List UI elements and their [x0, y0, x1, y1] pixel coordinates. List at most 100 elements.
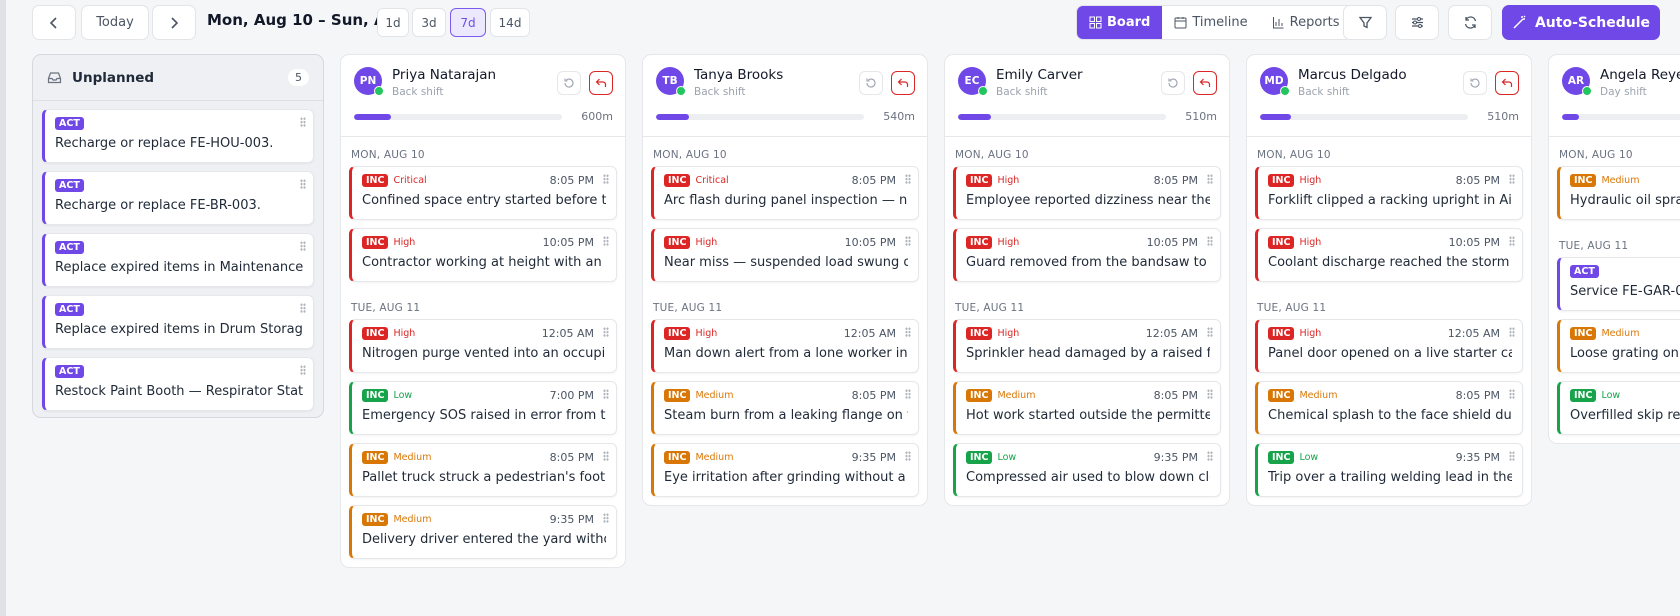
auto-schedule-button[interactable]: Auto-Schedule: [1502, 5, 1660, 40]
task-card[interactable]: INC High 12:05 AM Man down alert from a lon…: [651, 319, 919, 373]
type-badge: INC: [1570, 174, 1597, 187]
capacity-fill: [1260, 114, 1292, 120]
card-title: Hot work started outside the permitte…: [966, 408, 1210, 423]
drag-handle[interactable]: [603, 451, 609, 461]
drag-handle[interactable]: [1509, 327, 1515, 337]
task-card[interactable]: INC High 10:05 PM Contractor working at hei…: [349, 228, 617, 282]
task-card[interactable]: INC Low 9:35 PM Compressed air used to blow…: [953, 443, 1221, 497]
task-card[interactable]: ACT Recharge or replace FE-BR-003.: [42, 171, 314, 225]
drag-handle[interactable]: [603, 174, 609, 184]
drag-handle[interactable]: [300, 365, 306, 375]
card-title: Chemical splash to the face shield duri…: [1268, 408, 1512, 423]
task-card[interactable]: ACT Restock Paint Booth — Respirator Stat…: [42, 357, 314, 411]
drag-handle[interactable]: [603, 236, 609, 246]
today-button[interactable]: Today: [81, 5, 149, 40]
task-card[interactable]: INC Medium Loose grating on th: [1557, 319, 1680, 373]
zoom-button[interactable]: 7d: [450, 8, 486, 37]
card-title: Contractor working at height with an u…: [362, 255, 606, 270]
task-card[interactable]: INC Medium 9:35 PM Eye irritation after gri…: [651, 443, 919, 497]
severity-label: High: [393, 328, 416, 339]
view-tab[interactable]: Board: [1077, 6, 1163, 39]
drag-handle[interactable]: [300, 179, 306, 189]
drag-handle[interactable]: [603, 513, 609, 523]
card-title: Trip over a trailing welding lead in the…: [1268, 470, 1512, 485]
task-card[interactable]: INC Low Overfilled skip rele: [1557, 381, 1680, 435]
task-card[interactable]: INC Medium 8:05 PM Hot work started outside…: [953, 381, 1221, 435]
filter-button[interactable]: [1343, 5, 1387, 40]
drag-handle[interactable]: [1207, 451, 1213, 461]
task-card[interactable]: INC High 12:05 AM Sprinkler head damaged by…: [953, 319, 1221, 373]
reset-button[interactable]: [557, 71, 581, 95]
drag-handle[interactable]: [603, 389, 609, 399]
drag-handle[interactable]: [1207, 236, 1213, 246]
task-card[interactable]: INC Medium 8:05 PM Chemical splash to the f…: [1255, 381, 1523, 435]
drag-handle[interactable]: [1509, 236, 1515, 246]
type-badge: INC: [362, 236, 389, 249]
card-meta: INC Medium 9:35 PM: [362, 512, 606, 527]
settings-button[interactable]: [1395, 5, 1439, 40]
task-card[interactable]: INC Medium 8:05 PM Pallet truck struck a pe…: [349, 443, 617, 497]
zoom-button[interactable]: 1d: [377, 8, 409, 37]
view-label: Board: [1107, 15, 1151, 30]
return-button[interactable]: [1193, 71, 1217, 95]
refresh-button[interactable]: [1448, 5, 1492, 40]
task-card[interactable]: INC High 8:05 PM Forklift clipped a racking…: [1255, 166, 1523, 220]
drag-handle[interactable]: [1509, 174, 1515, 184]
reset-button[interactable]: [1463, 71, 1487, 95]
drag-handle[interactable]: [905, 174, 911, 184]
drag-handle[interactable]: [603, 327, 609, 337]
drag-handle[interactable]: [300, 303, 306, 313]
task-card[interactable]: INC High 10:05 PM Near miss — suspended loa…: [651, 228, 919, 282]
task-card[interactable]: INC High 8:05 PM Employee reported dizzines…: [953, 166, 1221, 220]
drag-handle[interactable]: [300, 241, 306, 251]
severity-label: Medium: [393, 514, 432, 525]
task-card[interactable]: ACT Replace expired items in Maintenance …: [42, 233, 314, 287]
view-switcher: Board Timeline Reports: [1076, 5, 1353, 40]
drag-handle[interactable]: [300, 117, 306, 127]
drag-handle[interactable]: [905, 451, 911, 461]
view-tab[interactable]: Timeline: [1162, 6, 1259, 39]
drag-handle[interactable]: [1207, 389, 1213, 399]
type-badge: INC: [664, 236, 691, 249]
type-badge: INC: [664, 327, 691, 340]
drag-handle[interactable]: [1207, 327, 1213, 337]
task-card[interactable]: INC High 10:05 PM Guard removed from the ba…: [953, 228, 1221, 282]
task-card[interactable]: INC Low 9:35 PM Trip over a trailing weldin…: [1255, 443, 1523, 497]
task-card[interactable]: ACT Recharge or replace FE-HOU-003.: [42, 109, 314, 163]
drag-handle[interactable]: [905, 327, 911, 337]
task-card[interactable]: INC Medium Hydraulic oil spray: [1557, 166, 1680, 220]
prev-button[interactable]: [32, 5, 76, 40]
view-tab[interactable]: Reports: [1260, 6, 1352, 39]
task-card[interactable]: INC High 12:05 AM Nitrogen purge vented int…: [349, 319, 617, 373]
type-badge: ACT: [1570, 265, 1599, 278]
task-card[interactable]: INC Low 7:00 PM Emergency SOS raised in err…: [349, 381, 617, 435]
drag-handle[interactable]: [1509, 451, 1515, 461]
type-badge: INC: [664, 389, 691, 402]
zoom-button[interactable]: 3d: [412, 8, 446, 37]
drag-handle[interactable]: [905, 236, 911, 246]
task-card[interactable]: ACT Service FE-GAR-0: [1557, 257, 1680, 311]
return-button[interactable]: [589, 71, 613, 95]
drag-handle[interactable]: [1509, 389, 1515, 399]
task-card[interactable]: INC Medium 9:35 PM Delivery driver entered …: [349, 505, 617, 559]
zoom-button[interactable]: 14d: [490, 8, 530, 37]
task-card[interactable]: INC High 12:05 AM Panel door opened on a li…: [1255, 319, 1523, 373]
card-title: Steam burn from a leaking flange on th…: [664, 408, 908, 423]
card-meta: INC Medium 8:05 PM: [966, 388, 1210, 403]
task-card[interactable]: ACT Replace expired items in Drum Storage…: [42, 295, 314, 349]
date-range: Mon, Aug 10 – Sun, Aug 16: [207, 11, 434, 29]
return-button[interactable]: [891, 71, 915, 95]
drag-handle[interactable]: [1207, 174, 1213, 184]
time-label: 8:05 PM: [1153, 174, 1198, 187]
task-card[interactable]: INC High 10:05 PM Coolant discharge reached…: [1255, 228, 1523, 282]
task-card[interactable]: INC Medium 8:05 PM Steam burn from a leakin…: [651, 381, 919, 435]
reset-button[interactable]: [1161, 71, 1185, 95]
card-meta: INC Medium: [1570, 173, 1680, 188]
reset-button[interactable]: [859, 71, 883, 95]
next-button[interactable]: [152, 5, 196, 40]
return-button[interactable]: [1495, 71, 1519, 95]
drag-handle[interactable]: [905, 389, 911, 399]
task-card[interactable]: INC Critical 8:05 PM Arc flash during panel…: [651, 166, 919, 220]
task-card[interactable]: INC Critical 8:05 PM Confined space entry s…: [349, 166, 617, 220]
unplanned-panel: Unplanned 5 ACT Recharge or replace FE-HOU…: [32, 54, 324, 418]
